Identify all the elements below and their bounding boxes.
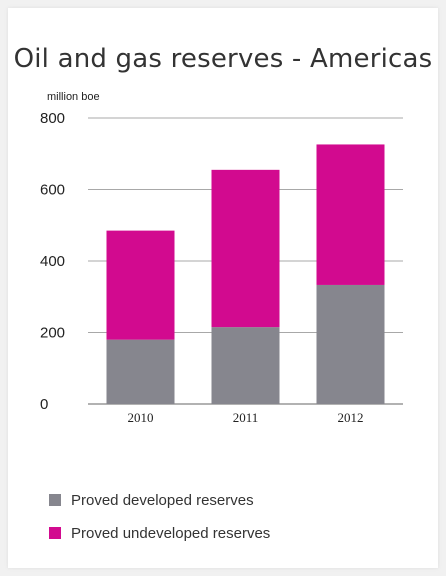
bar-undeveloped	[106, 230, 175, 340]
bar-undeveloped	[211, 169, 280, 328]
bar-developed	[316, 284, 385, 404]
y-tick-label: 400	[40, 253, 65, 270]
bar-developed	[106, 339, 175, 404]
legend-item-undeveloped: Proved undeveloped reserves	[49, 525, 270, 542]
x-tick-label: 2011	[233, 410, 259, 425]
chart-plot: 0 200 400 600 800 2010 2011 2012	[40, 110, 403, 425]
x-tick-label: 2010	[128, 410, 154, 425]
chart-title: Oil and gas reserves - Americas	[13, 44, 433, 74]
y-unit-label: million boe	[47, 91, 100, 103]
legend-swatch-undeveloped	[49, 527, 61, 539]
legend-item-developed: Proved developed reserves	[49, 492, 254, 509]
y-tick-label: 600	[40, 182, 65, 199]
x-tick-label: 2012	[338, 410, 364, 425]
y-tick-label: 0	[40, 396, 48, 413]
chart-card: Oil and gas reserves - Americas million …	[8, 8, 438, 568]
bar-undeveloped	[316, 144, 385, 285]
y-tick-label: 800	[40, 110, 65, 127]
legend-label-developed: Proved developed reserves	[71, 492, 254, 509]
y-tick-label: 200	[40, 325, 65, 342]
bar-developed	[211, 327, 280, 404]
legend-label-undeveloped: Proved undeveloped reserves	[71, 525, 271, 542]
legend-swatch-developed	[49, 494, 61, 506]
